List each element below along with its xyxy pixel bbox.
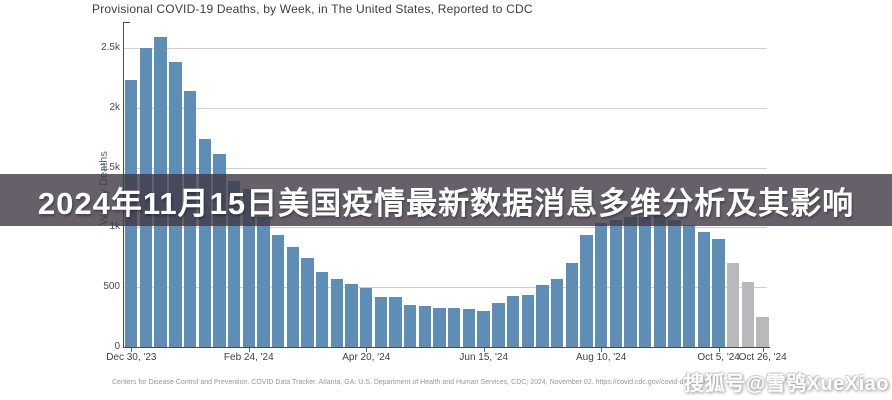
bar-week-39 [683, 225, 696, 347]
x-tick-label-24: Jun 15, '24 [459, 352, 509, 363]
y-tick-label-2.5k: 2.5k [101, 42, 120, 53]
bar-week-13 [301, 258, 314, 347]
bar-week-14 [315, 271, 329, 347]
bar-week-43-provisional [741, 282, 755, 347]
x-tick-mark [762, 348, 764, 352]
bar-week-17 [360, 288, 373, 347]
bar-week-15 [330, 278, 344, 347]
x-tick-label-32: Aug 10, '24 [576, 352, 627, 363]
bar-week-22 [433, 307, 446, 347]
x-tick-mark [366, 348, 368, 352]
x-tick-label-0: Dec 30, '23 [106, 352, 157, 363]
bar-week-25 [477, 311, 490, 347]
bar-week-30 [550, 278, 564, 347]
x-tick-mark [483, 348, 485, 352]
y-axis-top-tick [123, 22, 130, 23]
x-tick-mark [131, 348, 133, 352]
chart-title: Provisional COVID-19 Deaths, by Week, in… [92, 2, 533, 16]
source-citation: Centers for Disease Control and Preventi… [112, 379, 717, 386]
bar-week-10 [257, 216, 270, 347]
y-tick-label-2k: 2k [109, 101, 120, 113]
gridline-500 [124, 287, 767, 289]
bar-week-28 [521, 294, 534, 347]
bar-week-33 [594, 222, 608, 347]
gridline-1.5k [124, 167, 767, 169]
y-tick-label-500: 500 [103, 281, 120, 293]
bar-week-36 [638, 216, 652, 347]
bar-week-19 [389, 296, 402, 347]
x-axis-line [123, 347, 770, 348]
y-tick-label-0: 0 [114, 341, 120, 352]
gridline-2k [124, 107, 767, 109]
x-tick-mark [601, 348, 603, 352]
x-tick-mark [248, 348, 250, 352]
x-tick-label-16: Apr 20, '24 [342, 352, 391, 363]
bar-week-24 [462, 309, 476, 347]
bar-week-16 [345, 284, 358, 347]
gridline-1k [124, 227, 767, 229]
bar-week-38 [668, 220, 681, 347]
y-tick-label-1.5k: 1.5k [101, 161, 120, 173]
bar-week-23 [448, 307, 461, 347]
gridline-2.5k [124, 48, 767, 49]
x-tick-label-43: Oct 26, '24 [738, 352, 787, 363]
bar-week-12 [286, 246, 299, 347]
bar-week-34 [609, 220, 622, 347]
headline-banner: 2024年11月15日美国疫情最新数据消息多维分析及其影响 [0, 174, 892, 226]
x-tick-label-8: Feb 24, '24 [223, 352, 274, 363]
bar-week-11 [271, 234, 285, 347]
bar-week-21 [418, 306, 432, 347]
bar-week-32 [580, 234, 593, 347]
bar-week-40 [697, 232, 711, 347]
headline-banner-text: 2024年11月15日美国疫情最新数据消息多维分析及其影响 [37, 185, 855, 221]
x-tick-mark [718, 348, 720, 352]
bar-week-26 [492, 303, 505, 347]
bar-week-42-provisional [727, 263, 740, 347]
x-tick-label-40: Oct 5, '24 [697, 352, 740, 363]
bar-week-44-provisional [756, 317, 769, 347]
bar-week-6 [198, 138, 211, 347]
bar-week-41 [712, 239, 725, 347]
bar-week-18 [374, 296, 388, 347]
bar-week-20 [404, 305, 417, 347]
bar-week-35 [624, 216, 637, 347]
bar-week-27 [506, 295, 520, 347]
bar-week-29 [536, 284, 549, 347]
bar-week-9 [242, 189, 255, 347]
bar-week-37 [653, 215, 667, 347]
bar-week-31 [565, 263, 578, 347]
watermark-text: 搜狐号@雪鸮XueXiao [684, 373, 889, 395]
y-tick-label-1k: 1k [109, 221, 120, 233]
